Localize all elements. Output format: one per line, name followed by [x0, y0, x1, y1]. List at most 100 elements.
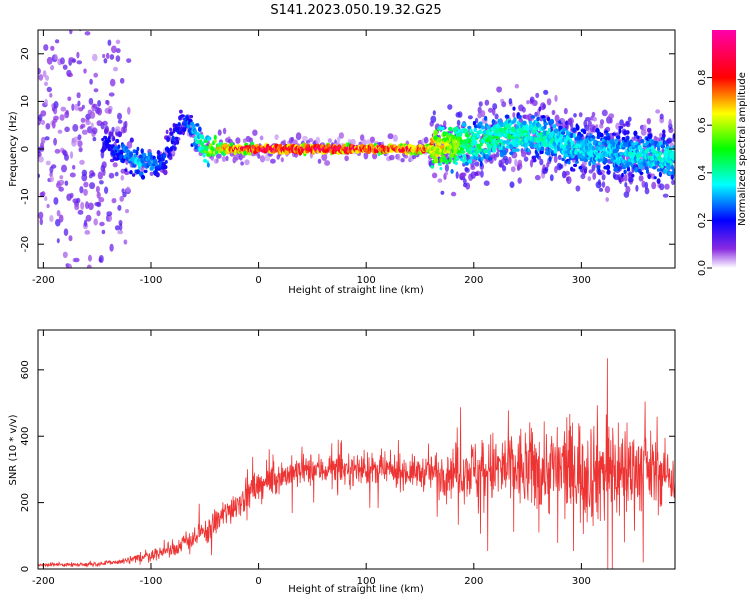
ridge-blob [140, 148, 144, 154]
noise-blob [523, 156, 529, 162]
ridge-blob [509, 151, 514, 155]
ridge-blob [115, 138, 120, 144]
noise-blob [65, 109, 69, 115]
noise-blob [641, 180, 646, 188]
noise-blob [587, 120, 592, 127]
noise-blob [411, 154, 417, 160]
noise-blob [480, 110, 486, 118]
noise-blob [85, 120, 91, 126]
ridge-blob [165, 129, 169, 135]
noise-blob [88, 202, 94, 211]
noise-blob [651, 181, 657, 190]
noise-blob [50, 65, 55, 71]
ridge-blob [467, 125, 472, 130]
ridge-blob [200, 135, 205, 140]
ridge-blob [143, 153, 147, 158]
ridge-blob [152, 158, 158, 165]
ridge-blob [510, 126, 516, 132]
ridge-blob [472, 120, 476, 126]
ridge-blob [440, 126, 445, 131]
noise-blob [222, 127, 227, 135]
ridge-blob [536, 116, 540, 122]
noise-blob [501, 101, 507, 108]
noise-blob [44, 196, 48, 202]
ridge-blob [672, 168, 675, 173]
noise-blob [599, 123, 604, 129]
noise-blob [93, 218, 98, 226]
noise-blob [92, 275, 96, 281]
noise-blob [127, 106, 131, 115]
noise-blob [480, 170, 484, 178]
ridge-blob [588, 160, 592, 167]
noise-blob [558, 164, 564, 169]
noise-blob [73, 257, 80, 263]
noise-blob [668, 118, 672, 127]
ridge-blob [645, 168, 650, 174]
noise-blob [457, 111, 463, 118]
noise-blob [566, 176, 572, 185]
ridge-blob [143, 169, 148, 174]
ridge-blob [647, 173, 651, 180]
noise-blob [591, 111, 596, 118]
noise-blob [106, 211, 113, 217]
ridge-blob [110, 131, 114, 137]
noise-blob [99, 221, 105, 227]
ridge-blob [625, 130, 630, 135]
ridge-blob [631, 173, 635, 178]
ridge-blob [560, 131, 566, 135]
noise-blob [644, 181, 649, 190]
ridge-blob [213, 134, 217, 140]
ridge-blob [592, 135, 596, 140]
ridge-blob [132, 149, 137, 154]
noise-blob [514, 83, 519, 89]
ridge-blob [448, 126, 453, 132]
noise-blob [658, 132, 663, 138]
ridge-blob [132, 164, 136, 168]
noise-blob [67, 72, 73, 78]
ridge-blob [545, 138, 549, 143]
noise-blob [664, 183, 670, 190]
noise-blob [242, 138, 247, 143]
ridge-blob [457, 129, 462, 133]
noise-blob [315, 136, 321, 145]
ridge-blob [460, 150, 466, 154]
ridge-blob [572, 132, 576, 139]
noise-blob [510, 166, 516, 173]
noise-blob [57, 129, 63, 134]
ridge-blob [504, 114, 510, 119]
ridge-blob [660, 144, 666, 149]
ridge-blob [168, 156, 173, 160]
noise-blob [587, 176, 592, 182]
noise-blob [369, 136, 375, 143]
ridge-blob [491, 119, 496, 125]
noise-blob [483, 180, 490, 186]
noise-blob [62, 14, 65, 20]
noise-blob [88, 97, 94, 105]
noise-blob [546, 98, 552, 106]
noise-blob [109, 54, 115, 60]
noise-blob [84, 31, 91, 36]
noise-blob [38, 74, 44, 81]
noise-blob [58, 186, 64, 192]
ridge-blob [485, 138, 490, 143]
ridge-blob [479, 160, 483, 167]
y-tick-label: -10 [20, 188, 31, 204]
ridge-blob [636, 135, 640, 140]
noise-blob [43, 6, 47, 11]
ridge-blob [486, 125, 491, 130]
noise-blob [444, 164, 449, 172]
noise-blob [554, 94, 558, 102]
ridge-blob [607, 135, 611, 141]
noise-blob [51, 121, 56, 129]
noise-blob [455, 171, 459, 179]
noise-blob [53, 106, 58, 115]
y-tick-label: 20 [20, 47, 31, 60]
noise-blob [531, 99, 538, 107]
noise-blob [71, 103, 75, 112]
ridge-blob [530, 142, 534, 149]
noise-blob [60, 57, 65, 65]
ridge-blob [527, 148, 531, 153]
noise-blob [592, 116, 597, 122]
x-tick-label: 0 [255, 275, 261, 286]
ridge-blob [189, 114, 194, 119]
